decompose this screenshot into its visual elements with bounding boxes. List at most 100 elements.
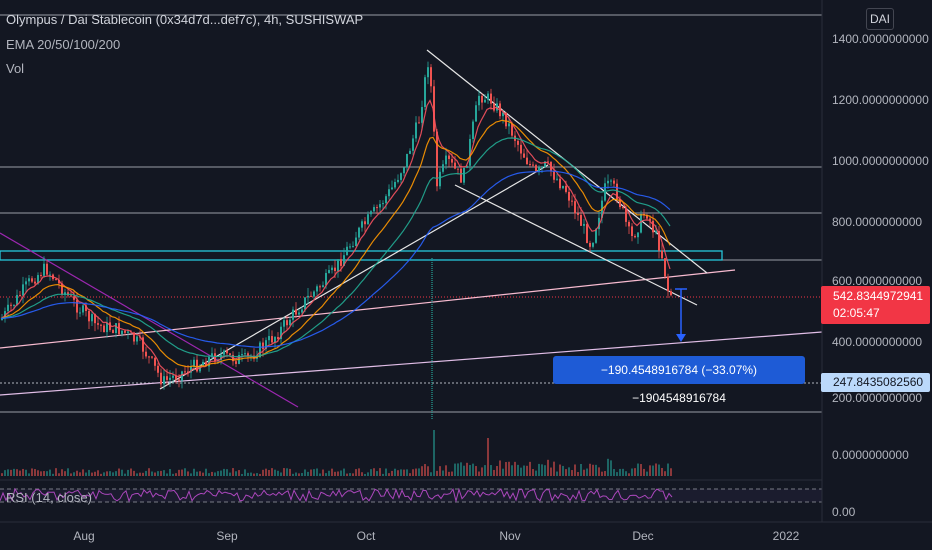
volume-bar (553, 461, 555, 476)
volume-bar (61, 469, 63, 476)
measure-label[interactable]: −190.4548916784 (−33.07%) −1904548916784 (553, 356, 805, 405)
volume-bar (64, 471, 66, 476)
candle-body (97, 323, 99, 325)
current-price-tag: 542.8344972941 02:05:47 (821, 286, 930, 324)
currency-badge[interactable]: DAI (866, 8, 894, 30)
volume-bar (34, 469, 36, 476)
trendline-rising[interactable] (159, 164, 549, 390)
volume-bar (415, 468, 417, 476)
candle-body (7, 304, 9, 312)
candle-body (145, 351, 147, 357)
volume-bar (226, 469, 228, 476)
price-label: 1000.0000000000 (832, 154, 929, 168)
candle-body (328, 270, 330, 274)
candle-body (178, 379, 180, 381)
volume-bar (490, 465, 492, 476)
volume-bar (268, 469, 270, 476)
volume-bar (409, 473, 411, 476)
candle-body (280, 326, 282, 340)
volume-bar (220, 470, 222, 476)
volume-bar (91, 472, 93, 476)
candle-body (619, 198, 621, 208)
time-axis[interactable]: Aug Sep Oct Nov Dec 2022 (73, 529, 799, 543)
candle-body (511, 123, 513, 136)
volume-bar (391, 470, 393, 476)
target-level-value: 247.8435082560 (833, 375, 924, 389)
candle-body (256, 357, 258, 359)
candle-body (244, 353, 246, 355)
ema-100-line (0, 137, 671, 358)
candle-body (457, 168, 459, 170)
candle-body (442, 164, 444, 172)
volume-bar (10, 469, 12, 476)
volume-bar (52, 473, 54, 476)
candle-body (196, 359, 198, 372)
candle-body (487, 93, 489, 100)
candle-body (208, 356, 210, 367)
volume-bar (502, 468, 504, 476)
volume-bar (106, 471, 108, 476)
volume-bar (7, 469, 9, 476)
candle-body (181, 371, 183, 381)
volume-bar (412, 469, 414, 476)
candle-body (166, 376, 168, 380)
volume-bar (646, 471, 648, 476)
candle-body (481, 95, 483, 103)
candle-body (574, 201, 576, 214)
volume-bar (385, 468, 387, 476)
volume-bar (1, 473, 3, 476)
time-label: Sep (216, 529, 238, 543)
volume-bar (628, 473, 630, 476)
horizontal-lines (0, 14, 822, 413)
candle-body (88, 311, 90, 322)
volume-bar (343, 468, 345, 476)
trendline-purple[interactable] (0, 232, 299, 408)
volume-bar (211, 471, 213, 476)
candle-body (241, 354, 243, 356)
trendline-support-pink[interactable] (0, 269, 736, 349)
volume-bar (157, 471, 159, 476)
candle-body (133, 332, 135, 342)
volume-bar (616, 472, 618, 476)
volume-bar (19, 470, 21, 476)
ema-legend[interactable]: EMA 20/50/100/200 (6, 37, 121, 52)
volume-bar (517, 464, 519, 476)
volume-bar (454, 463, 456, 476)
candle-body (265, 340, 267, 349)
volume-bar (496, 466, 498, 476)
measure-arrow[interactable] (675, 288, 687, 342)
ema-lines (0, 99, 671, 378)
volume-legend[interactable]: Vol (6, 61, 25, 76)
resistance-zone[interactable] (0, 250, 723, 261)
candle-body (16, 294, 18, 305)
candle-body (454, 162, 456, 169)
candle-body (313, 291, 315, 297)
volume-bar (187, 471, 189, 476)
candle-body (307, 295, 309, 298)
candle-body (583, 223, 585, 226)
candle-body (127, 331, 129, 333)
candle-body (451, 158, 453, 163)
candle-body (13, 304, 15, 306)
volume-bar (214, 472, 216, 476)
symbol-legend[interactable]: Olympus / Dai Stablecoin (0x34d7d...def7… (6, 12, 364, 27)
volume-bar (529, 461, 531, 476)
volume-bar (289, 468, 291, 476)
volume-bar (55, 468, 57, 476)
candle-body (367, 214, 369, 225)
ema-200-line (0, 170, 671, 348)
volume-bar (430, 472, 432, 476)
volume-bar (361, 472, 363, 476)
volume-bar (82, 469, 84, 476)
candle-body (469, 138, 471, 166)
rsi-legend[interactable]: RSI (14, close) (6, 490, 92, 505)
volume-bar (511, 465, 513, 476)
candle-body (184, 371, 186, 373)
price-axis[interactable]: 1400.0000000000 1200.0000000000 1000.00000… (832, 32, 929, 519)
volume-bar (88, 469, 90, 476)
channel-lower[interactable] (454, 184, 698, 306)
volume-bar (217, 471, 219, 476)
trendline-long-support[interactable] (0, 331, 823, 396)
volume-bar (136, 473, 138, 476)
